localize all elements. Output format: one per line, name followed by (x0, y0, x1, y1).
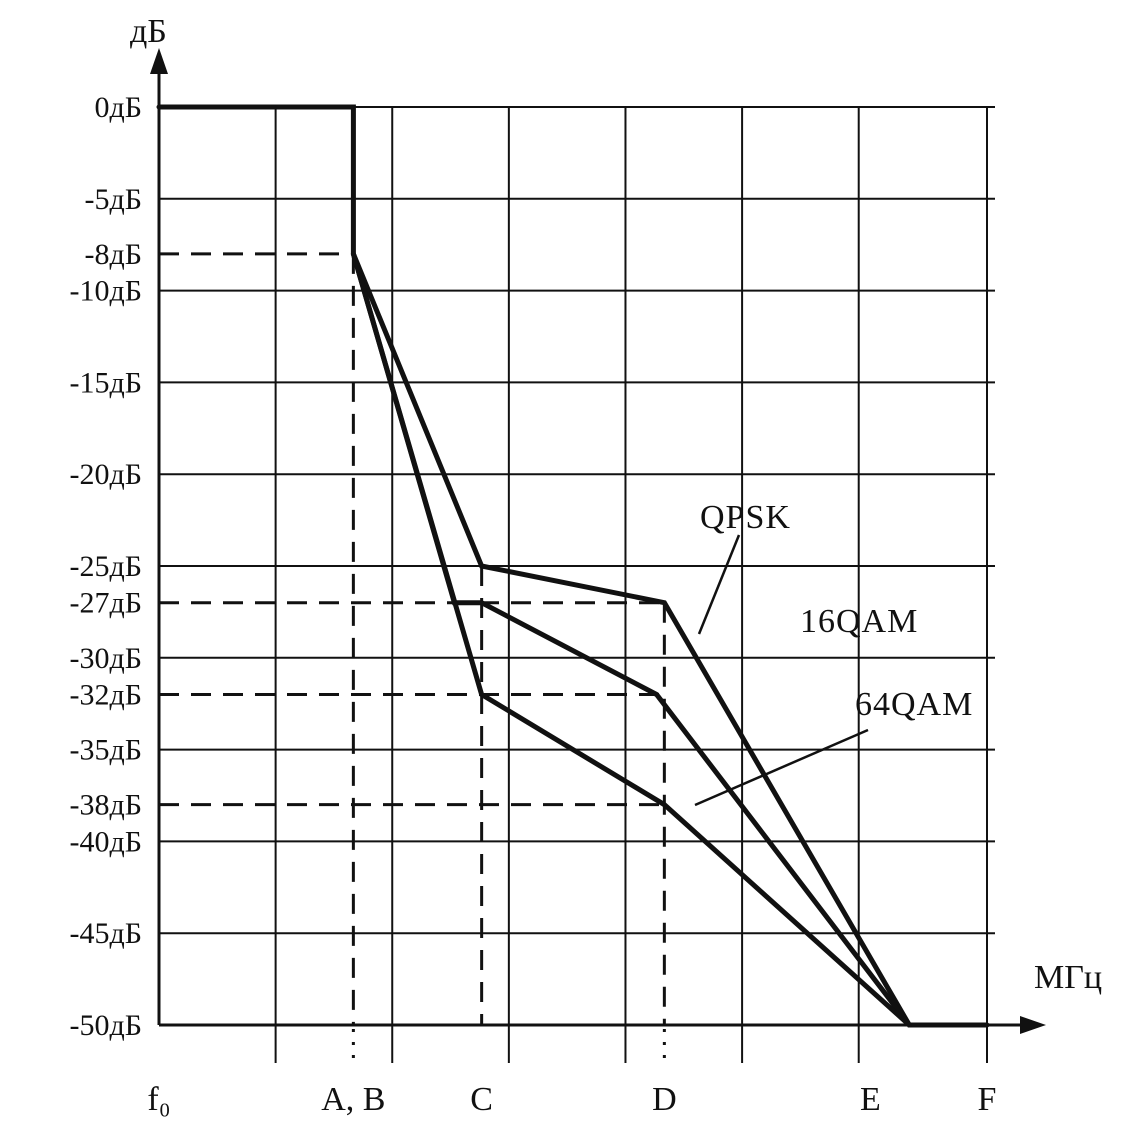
axes (150, 48, 1046, 1034)
y-tick-label: -38дБ (70, 789, 142, 822)
x-axis-arrow (1020, 1016, 1046, 1034)
labels: дБ МГц QPSK 16QAM 64QAM 0дБ -5дБ -8дБ -10дБ… (70, 13, 1103, 1118)
x-tick-label: C (470, 1081, 493, 1118)
y-tick-label: -32дБ (70, 679, 142, 712)
series-line-64qam (350, 251, 912, 1028)
64qam-leader-line (694, 728, 869, 807)
y-tick-label: 0дБ (95, 91, 143, 124)
y-tick-label: -50дБ (70, 1009, 142, 1042)
64qam-annotation: 64QAM (855, 686, 973, 723)
y-tick-label: -20дБ (70, 458, 142, 491)
16qam-annotation: 16QAM (800, 603, 918, 640)
y-tick-label: -40дБ (70, 825, 142, 858)
y-tick-label: -27дБ (70, 587, 142, 620)
series-lines (156, 104, 990, 1028)
x-tick-label: F (978, 1081, 997, 1118)
y-tick-label: -10дБ (70, 275, 142, 308)
annotation-leaders (694, 534, 869, 807)
y-tick-label: -5дБ (85, 183, 142, 216)
x-axis-title: МГц (1034, 959, 1102, 996)
y-tick-label: -35дБ (70, 734, 142, 767)
y-tick-label: -45дБ (70, 917, 142, 950)
y-tick-label: -15дБ (70, 366, 142, 399)
x-tick-label: A, B (321, 1081, 385, 1118)
qpsk-leader-line (697, 534, 741, 635)
qpsk-annotation: QPSK (700, 499, 791, 536)
y-axis-title: дБ (130, 13, 167, 50)
x-tick-label: D (652, 1081, 677, 1118)
y-tick-label: -30дБ (70, 642, 142, 675)
reference-lines (159, 252, 666, 1065)
y-axis-arrow (150, 48, 168, 74)
y-tick-label: -8дБ (85, 238, 142, 271)
y-tick-label: -25дБ (70, 550, 142, 583)
x-tick-label: E (860, 1081, 881, 1118)
x-tick-label: f₀ (147, 1081, 170, 1118)
